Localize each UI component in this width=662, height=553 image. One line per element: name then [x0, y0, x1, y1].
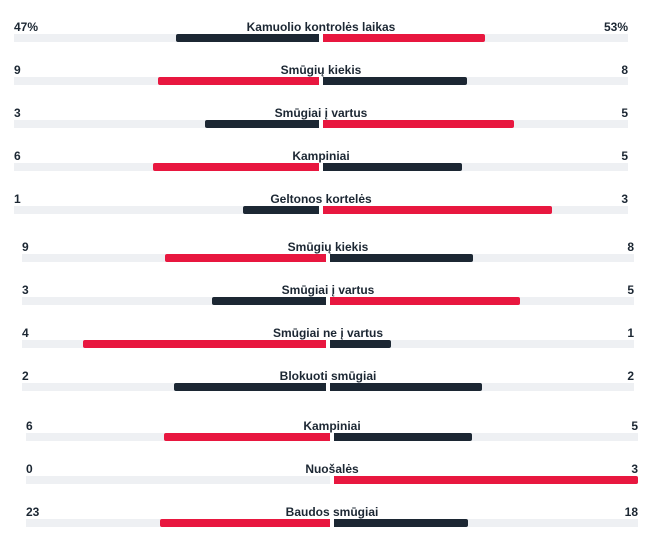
stat-label: Smūgių kiekis	[287, 240, 369, 254]
away-bar-track	[323, 77, 628, 85]
away-bar-track	[334, 433, 638, 441]
stat-label: Smūgiai į vartus	[274, 106, 368, 120]
stat-row: 47% Kamuolio kontrolės laikas 53%	[14, 20, 628, 50]
away-bar-fill	[323, 163, 462, 171]
away-bar-track	[330, 254, 634, 262]
away-bar-fill	[323, 34, 485, 42]
home-bar-fill	[152, 163, 319, 171]
away-value: 5	[621, 106, 628, 120]
away-bar-fill	[334, 519, 468, 527]
stat-label: Kamuolio kontrolės laikas	[246, 20, 396, 34]
away-bar-fill	[323, 206, 552, 214]
away-bar-fill	[334, 476, 638, 484]
home-bar-fill	[82, 340, 326, 348]
stat-label: Baudos smūgiai	[285, 505, 379, 519]
away-bar-track	[330, 383, 634, 391]
home-value: 23	[26, 505, 40, 519]
away-bar-track	[323, 206, 628, 214]
home-bar-track	[14, 77, 319, 85]
home-bar-fill	[164, 433, 330, 441]
stat-row: 9 Smūgių kiekis 8	[14, 63, 628, 93]
away-bar-track	[323, 120, 628, 128]
home-value: 9	[22, 240, 29, 254]
home-bar-fill	[204, 120, 319, 128]
away-bar-track	[334, 476, 638, 484]
stat-row: 2 Blokuoti smūgiai 2	[22, 369, 634, 399]
stat-label: Kampiniai	[292, 149, 350, 163]
stat-row: 3 Smūgiai į vartus 5	[22, 283, 634, 313]
home-bar-track	[22, 383, 326, 391]
away-value: 8	[627, 240, 634, 254]
stat-label: Nuošalės	[305, 462, 359, 476]
away-bar-track	[330, 297, 634, 305]
home-bar-track	[14, 163, 319, 171]
home-bar-fill	[242, 206, 319, 214]
home-bar-fill	[174, 383, 326, 391]
home-bar-fill	[159, 519, 330, 527]
home-value: 47%	[14, 20, 39, 34]
home-bar-track	[26, 519, 330, 527]
home-value: 6	[14, 149, 21, 163]
home-value: 1	[14, 192, 21, 206]
away-bar-track	[330, 340, 634, 348]
away-value: 5	[621, 149, 628, 163]
home-bar-track	[22, 297, 326, 305]
stat-label: Kampiniai	[303, 419, 361, 433]
stat-row: 0 Nuošalės 3	[26, 462, 638, 492]
stat-label: Smūgiai ne į vartus	[272, 326, 384, 340]
away-value: 8	[621, 63, 628, 77]
away-bar-fill	[323, 120, 514, 128]
home-value: 3	[22, 283, 29, 297]
home-bar-track	[26, 476, 330, 484]
away-bar-fill	[330, 340, 391, 348]
away-bar-fill	[330, 297, 520, 305]
away-value: 5	[631, 419, 638, 433]
home-value: 0	[26, 462, 33, 476]
stat-row: 3 Smūgiai į vartus 5	[14, 106, 628, 136]
home-bar-fill	[165, 254, 326, 262]
away-value: 5	[627, 283, 634, 297]
home-value: 4	[22, 326, 29, 340]
stat-row: 6 Kampiniai 5	[14, 149, 628, 179]
stat-row: 1 Geltonos kortelės 3	[14, 192, 628, 222]
home-value: 2	[22, 369, 29, 383]
stat-row: 6 Kampiniai 5	[26, 419, 638, 449]
away-value: 2	[627, 369, 634, 383]
home-bar-fill	[157, 77, 319, 85]
home-bar-track	[14, 34, 319, 42]
home-bar-track	[14, 206, 319, 214]
home-value: 9	[14, 63, 21, 77]
stat-label: Smūgių kiekis	[280, 63, 362, 77]
home-value: 6	[26, 419, 33, 433]
away-bar-fill	[330, 383, 482, 391]
home-bar-track	[26, 433, 330, 441]
home-value: 3	[14, 106, 21, 120]
away-bar-track	[334, 519, 638, 527]
away-value: 18	[624, 505, 638, 519]
away-bar-fill	[330, 254, 474, 262]
away-bar-fill	[323, 77, 467, 85]
away-bar-track	[323, 34, 628, 42]
home-bar-track	[22, 340, 326, 348]
stat-label: Blokuoti smūgiai	[279, 369, 377, 383]
stat-label: Geltonos kortelės	[270, 192, 372, 206]
away-value: 1	[627, 326, 634, 340]
stat-label: Smūgiai į vartus	[281, 283, 375, 297]
away-value: 3	[631, 462, 638, 476]
away-value: 53%	[603, 20, 628, 34]
stat-row: 23 Baudos smūgiai 18	[26, 505, 638, 535]
home-bar-track	[22, 254, 326, 262]
stat-row: 4 Smūgiai ne į vartus 1	[22, 326, 634, 356]
home-bar-track	[14, 120, 319, 128]
stat-row: 9 Smūgių kiekis 8	[22, 240, 634, 270]
away-bar-track	[323, 163, 628, 171]
away-value: 3	[621, 192, 628, 206]
home-bar-fill	[212, 297, 326, 305]
home-bar-fill	[175, 34, 319, 42]
away-bar-fill	[334, 433, 473, 441]
